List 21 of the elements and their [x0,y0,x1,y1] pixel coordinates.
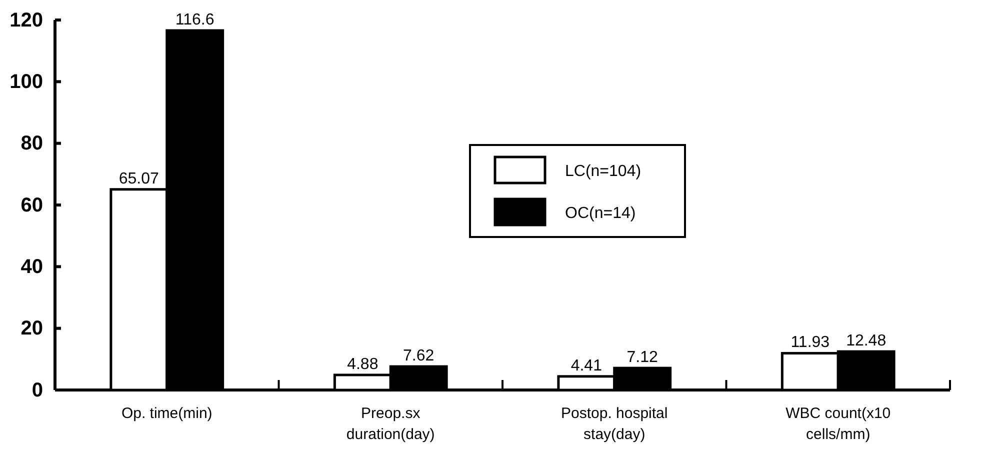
data-label: 116.6 [175,11,214,28]
x-tick-label: Preop.sx duration(day) [346,405,435,443]
y-tick-label: 60 [20,194,43,216]
y-tick-label: 0 [32,379,43,402]
data-label: 7.12 [626,349,658,366]
y-tick-label: 20 [20,318,43,340]
legend-label: LC(n=104) [565,163,642,180]
y-tick-label: 80 [20,132,43,155]
data-label: 12.48 [846,332,886,350]
y-tick-label: 40 [20,256,43,278]
x-tick-label: WBC count(x10 cells/mm) [786,405,891,443]
x-tick-label: Op. time(min) [121,405,212,422]
y-tick-label: 120 [10,9,43,32]
data-label: 65.07 [118,170,160,188]
legend-label: OC(n=14) [565,205,636,222]
x-tick-label: Postop. hospital stay(day) [561,405,668,443]
data-label: 4.88 [347,356,378,373]
data-label: 4.41 [570,357,602,374]
y-tick-label: 100 [10,71,43,94]
data-label: 7.62 [403,348,434,365]
data-label: 11.93 [790,334,830,352]
